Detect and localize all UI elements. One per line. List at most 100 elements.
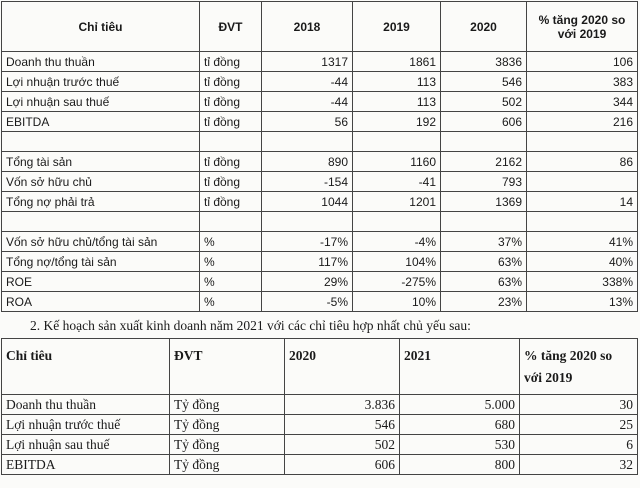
table-cell: 1044	[261, 191, 353, 212]
table-cell: 2020	[440, 1, 527, 52]
table-cell: 530	[399, 434, 520, 455]
section-heading: 2. Kế hoạch sản xuất kinh doanh năm 2021…	[30, 318, 471, 333]
table-cell: EBITDA	[1, 111, 200, 132]
table-cell: 502	[440, 91, 527, 112]
table-cell	[440, 131, 527, 152]
table-cell: 1369	[440, 191, 527, 212]
table-cell: Doanh thu thuần	[1, 394, 170, 415]
table-cell: tỉ đồng	[199, 111, 262, 132]
table-cell: 606	[284, 454, 400, 475]
table-cell: 29%	[261, 271, 353, 292]
table-cell: Tổng nợ phải trả	[1, 191, 200, 212]
table-cell: 13%	[526, 291, 638, 312]
table-cell: -44	[261, 71, 353, 92]
table-cell: Chỉ tiêu	[1, 1, 200, 52]
table-cell: %	[199, 291, 262, 312]
table-cell	[352, 131, 441, 152]
table-cell: EBITDA	[1, 454, 170, 475]
table-cell: 86	[526, 151, 638, 172]
table-cell: 63%	[440, 251, 527, 272]
table-cell: 800	[399, 454, 520, 475]
table-cell: ĐVT	[169, 338, 285, 395]
table-cell: Vốn sở hữu chủ/tổng tài sản	[1, 231, 200, 252]
table-cell: Lợi nhuận sau thuế	[1, 434, 170, 455]
table-cell: 1160	[352, 151, 441, 172]
table-cell: %	[199, 231, 262, 252]
table-cell	[526, 171, 638, 192]
table-cell: 56	[261, 111, 353, 132]
table-cell: %	[199, 271, 262, 292]
table-cell: 25	[519, 414, 638, 435]
table-cell: Chỉ tiêu	[1, 338, 170, 395]
table-cell: 104%	[352, 251, 441, 272]
table-cell: tỉ đồng	[199, 191, 262, 212]
table-cell: 2018	[261, 1, 353, 52]
table-cell: 113	[352, 91, 441, 112]
table-cell: 14	[526, 191, 638, 212]
table-cell: tỉ đồng	[199, 71, 262, 92]
table-cell: Tỷ đồng	[169, 414, 285, 435]
table-cell: 2019	[352, 1, 441, 52]
table-cell	[526, 131, 638, 152]
table-cell: 113	[352, 71, 441, 92]
table-cell	[1, 131, 200, 152]
table-cell: 30	[519, 394, 638, 415]
table-cell: 1861	[352, 51, 441, 72]
table-cell: Lợi nhuận trước thuế	[1, 71, 200, 92]
table-cell: ROE	[1, 271, 200, 292]
table-cell: 106	[526, 51, 638, 72]
table-cell: ROA	[1, 291, 200, 312]
table-cell: 3836	[440, 51, 527, 72]
table-cell: 546	[440, 71, 527, 92]
table-cell: 192	[352, 111, 441, 132]
table-cell	[261, 131, 353, 152]
table-cell: % tăng 2020 so với 2019	[519, 338, 638, 395]
table-cell: 383	[526, 71, 638, 92]
table-cell	[1, 211, 200, 232]
table-cell: tỉ đồng	[199, 171, 262, 192]
table-cell: Tổng nợ/tổng tài sản	[1, 251, 200, 272]
table-cell: 338%	[526, 271, 638, 292]
table-cell	[199, 211, 262, 232]
table-cell: Tỷ đồng	[169, 454, 285, 475]
table-cell: Tỷ đồng	[169, 394, 285, 415]
table-cell: 502	[284, 434, 400, 455]
table-cell: -17%	[261, 231, 353, 252]
table-cell: 2020	[284, 338, 400, 395]
table-cell: 2162	[440, 151, 527, 172]
table-cell: -5%	[261, 291, 353, 312]
table-cell: 40%	[526, 251, 638, 272]
table-cell: tỉ đồng	[199, 91, 262, 112]
table-cell: -154	[261, 171, 353, 192]
table-cell: 793	[440, 171, 527, 192]
table-cell: 10%	[352, 291, 441, 312]
table-cell: -41	[352, 171, 441, 192]
table-cell: 63%	[440, 271, 527, 292]
table-cell	[261, 211, 353, 232]
table-cell: 344	[526, 91, 638, 112]
table-cell: 6	[519, 434, 638, 455]
table-cell: -275%	[352, 271, 441, 292]
table-cell	[352, 211, 441, 232]
table-cell: 680	[399, 414, 520, 435]
table-cell: 2021	[399, 338, 520, 395]
table-cell: Doanh thu thuần	[1, 51, 200, 72]
table-cell: -44	[261, 91, 353, 112]
table-cell: 41%	[526, 231, 638, 252]
table-cell: 1201	[352, 191, 441, 212]
table-cell	[526, 211, 638, 232]
table-cell: -4%	[352, 231, 441, 252]
table-cell: 32	[519, 454, 638, 475]
table-cell: 546	[284, 414, 400, 435]
table-cell	[440, 211, 527, 232]
table-cell	[199, 131, 262, 152]
table-cell: Lợi nhuận sau thuế	[1, 91, 200, 112]
table-cell: Lợi nhuận trước thuế	[1, 414, 170, 435]
table-cell: 5.000	[399, 394, 520, 415]
table-cell: tỉ đồng	[199, 151, 262, 172]
table-cell: 23%	[440, 291, 527, 312]
table-cell: tỉ đồng	[199, 51, 262, 72]
table-cell: 37%	[440, 231, 527, 252]
table-cell: % tăng 2020 so với 2019	[526, 1, 638, 52]
